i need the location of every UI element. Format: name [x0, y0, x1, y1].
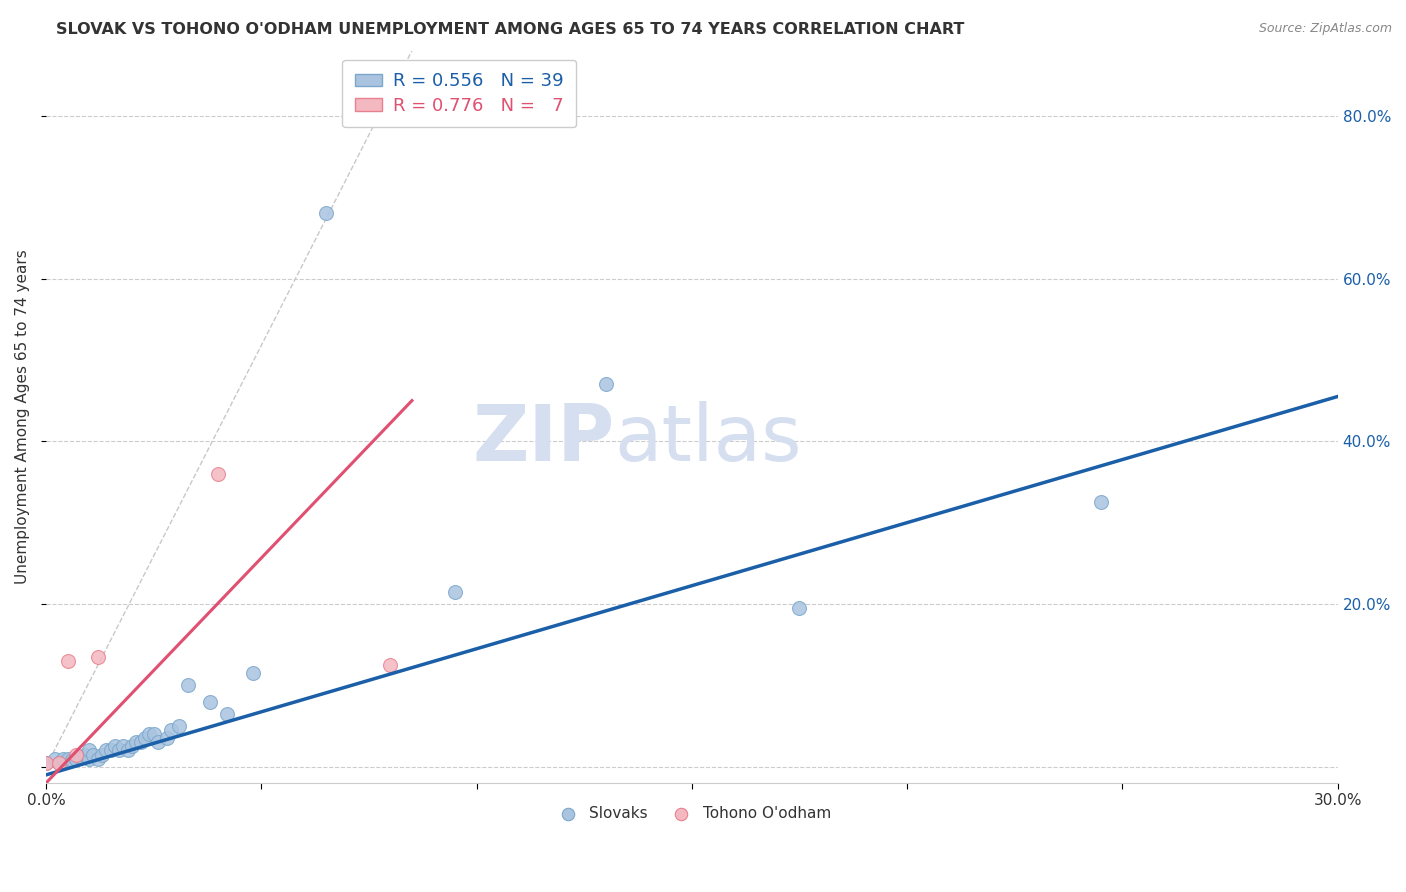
- Y-axis label: Unemployment Among Ages 65 to 74 years: Unemployment Among Ages 65 to 74 years: [15, 250, 30, 584]
- Point: [96, 743, 118, 757]
- Point: [129, 735, 152, 749]
- Point: [177, 678, 200, 692]
- Point: [48, 756, 70, 770]
- Text: SLOVAK VS TOHONO O'ODHAM UNEMPLOYMENT AMONG AGES 65 TO 74 YEARS CORRELATION CHAR: SLOVAK VS TOHONO O'ODHAM UNEMPLOYMENT AM…: [56, 22, 965, 37]
- Point: [86, 751, 108, 765]
- Point: [82, 747, 104, 762]
- Point: [56, 654, 79, 668]
- Legend: Slovaks, Tohono O'odham: Slovaks, Tohono O'odham: [547, 799, 837, 827]
- Point: [69, 750, 91, 764]
- Point: [146, 735, 169, 749]
- Point: [315, 206, 337, 220]
- Point: [380, 658, 402, 673]
- Point: [169, 719, 191, 733]
- Text: Source: ZipAtlas.com: Source: ZipAtlas.com: [1258, 22, 1392, 36]
- Point: [77, 751, 100, 765]
- Point: [112, 739, 135, 754]
- Point: [242, 666, 264, 681]
- Point: [65, 751, 87, 765]
- Point: [108, 743, 131, 757]
- Point: [142, 727, 165, 741]
- Text: atlas: atlas: [614, 401, 801, 477]
- Point: [117, 743, 139, 757]
- Point: [444, 584, 467, 599]
- Point: [1090, 495, 1112, 509]
- Point: [595, 377, 617, 392]
- Point: [65, 747, 87, 762]
- Point: [121, 739, 143, 754]
- Point: [52, 751, 75, 765]
- Point: [73, 747, 96, 762]
- Point: [138, 727, 160, 741]
- Point: [125, 735, 148, 749]
- Point: [198, 695, 221, 709]
- Point: [91, 747, 114, 762]
- Point: [48, 756, 70, 770]
- Point: [35, 756, 58, 770]
- Point: [207, 467, 229, 481]
- Point: [77, 743, 100, 757]
- Point: [100, 743, 122, 757]
- Point: [104, 739, 127, 754]
- Text: ZIP: ZIP: [472, 401, 614, 477]
- Point: [789, 601, 811, 615]
- Point: [60, 753, 83, 767]
- Point: [56, 751, 79, 765]
- Point: [86, 649, 108, 664]
- Point: [155, 731, 177, 746]
- Point: [44, 751, 66, 765]
- Point: [160, 723, 183, 738]
- Point: [134, 731, 156, 746]
- Point: [35, 756, 58, 770]
- Point: [215, 706, 238, 721]
